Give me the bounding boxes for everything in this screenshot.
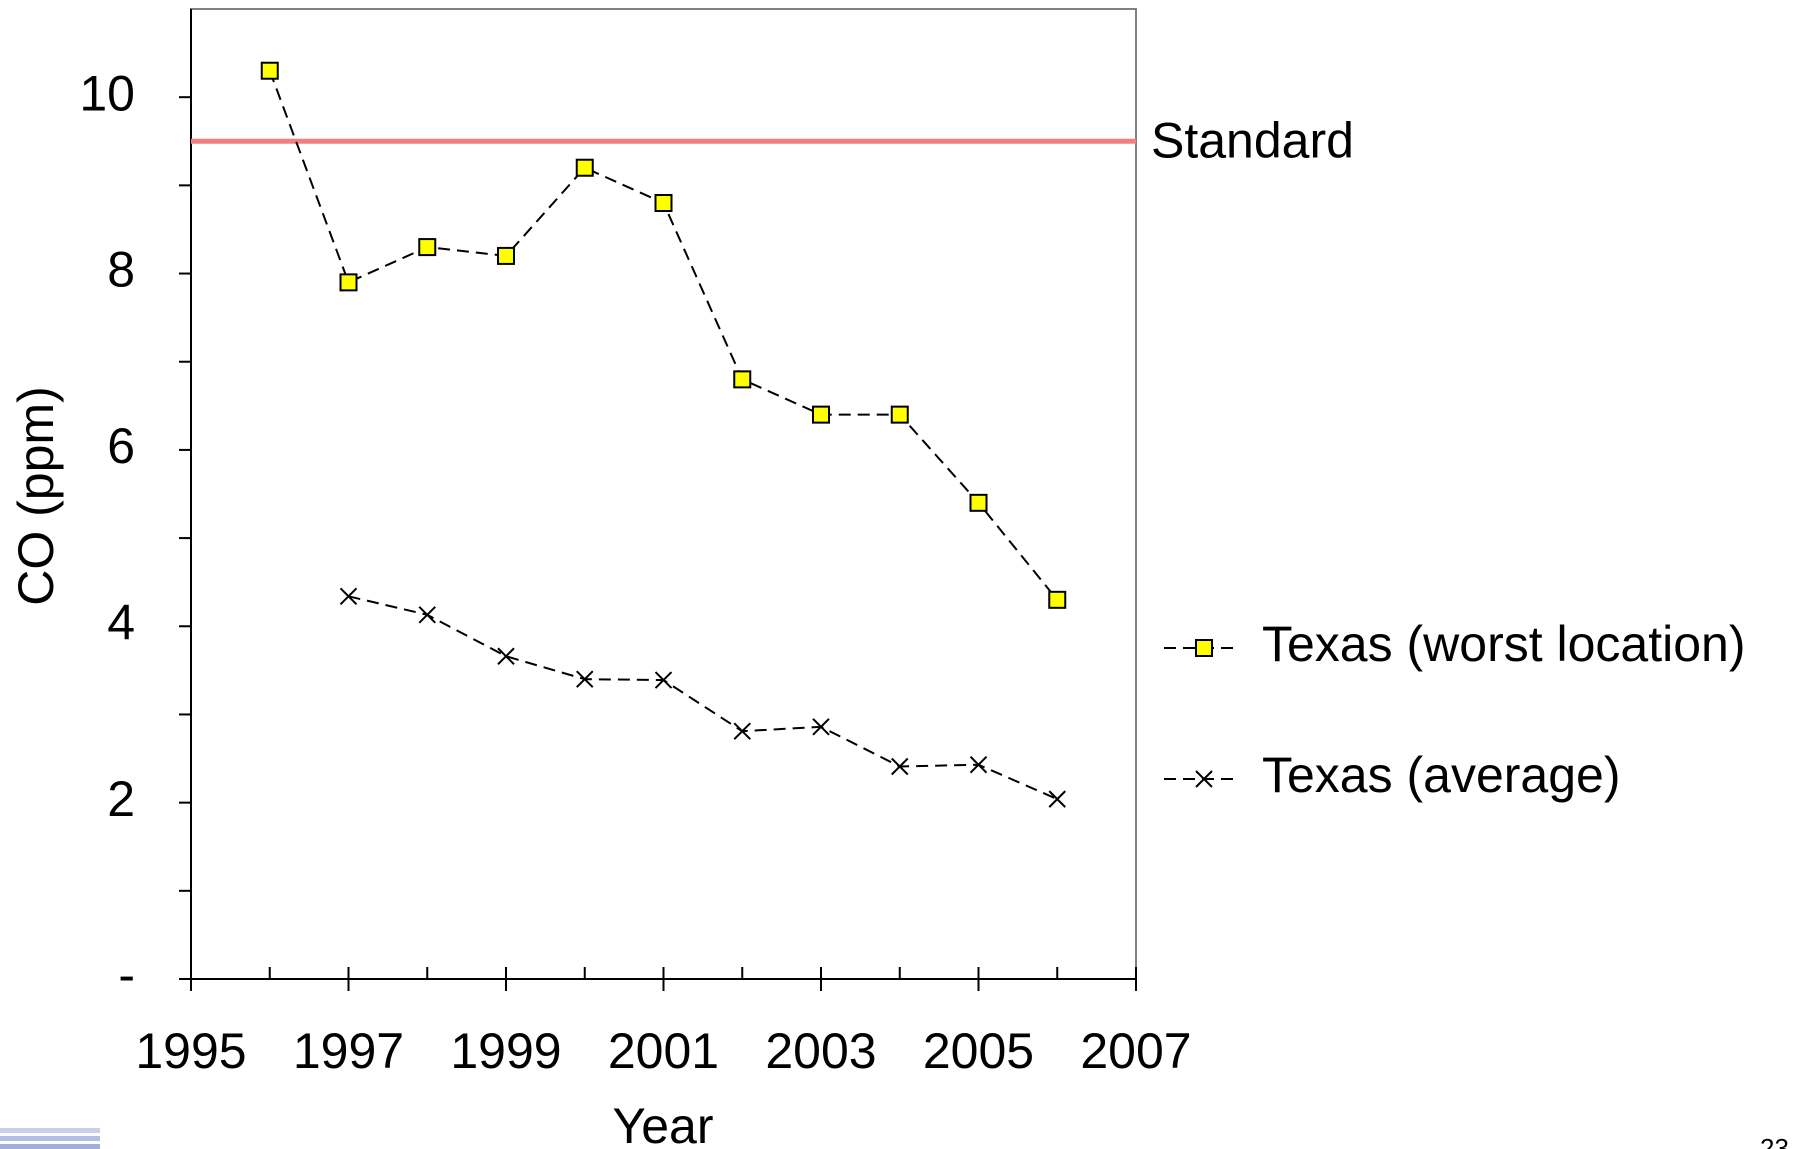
- data-point: [733, 722, 751, 740]
- legend-label: Texas (worst location): [1262, 616, 1746, 672]
- x-tick-label: 2005: [923, 1023, 1034, 1079]
- data-point: [812, 718, 830, 736]
- x-tick-label: 1997: [293, 1023, 404, 1079]
- data-point: [654, 194, 673, 212]
- y-tick-label: 10: [79, 65, 135, 121]
- data-point: [418, 238, 437, 257]
- x-tick-label: 2003: [765, 1023, 876, 1079]
- data-point: [969, 756, 988, 774]
- data-point: [497, 647, 515, 665]
- data-point: [575, 158, 594, 177]
- data-point: [576, 670, 594, 688]
- data-point: [339, 587, 358, 605]
- legend-marker: [1195, 639, 1213, 657]
- y-axis-label: CO (ppm): [8, 386, 64, 605]
- x-tick-label: 2007: [1080, 1023, 1191, 1079]
- legend-marker: [1195, 770, 1213, 788]
- data-point: [497, 246, 515, 265]
- data-point: [733, 370, 752, 389]
- data-point: [891, 757, 909, 776]
- series-line: [268, 70, 1059, 601]
- data-point: [260, 61, 279, 80]
- series-line: [348, 595, 1058, 801]
- data-point: [339, 273, 358, 292]
- y-tick-label: 2: [107, 771, 135, 827]
- data-point: [969, 493, 988, 512]
- x-axis-label: Year: [612, 1098, 713, 1149]
- data-point: [418, 606, 436, 624]
- legend-label: Texas (average): [1262, 747, 1621, 803]
- data-point: [1048, 790, 1066, 808]
- page-number: 23: [1760, 1133, 1789, 1149]
- data-point: [654, 671, 673, 689]
- data-point: [812, 405, 830, 424]
- y-tick-label: 6: [107, 418, 135, 474]
- x-tick-label: 1999: [450, 1023, 561, 1079]
- y-tick-label: 4: [107, 594, 135, 650]
- x-tick-label: 2001: [608, 1023, 719, 1079]
- x-tick-label: 1995: [135, 1023, 246, 1079]
- plot-frame: [190, 8, 1137, 980]
- data-point: [1048, 590, 1067, 609]
- logo: [0, 1128, 100, 1149]
- data-point: [890, 405, 909, 424]
- y-tick-label: -: [118, 947, 135, 1003]
- y-tick-label: 8: [107, 242, 135, 298]
- standard-label: Standard: [1151, 112, 1354, 168]
